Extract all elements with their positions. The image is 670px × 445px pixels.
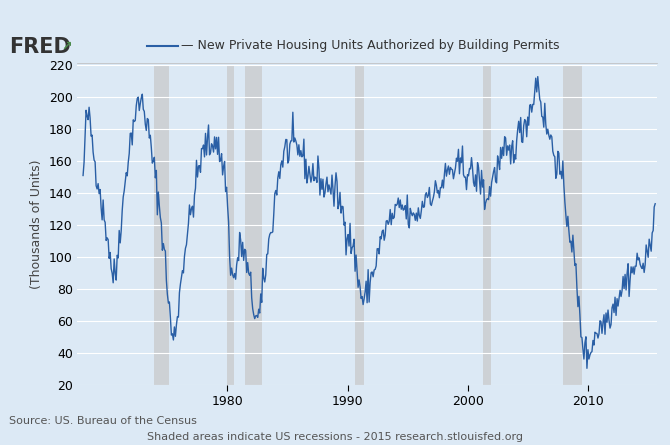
- Y-axis label: (Thousands of Units): (Thousands of Units): [30, 160, 44, 290]
- Bar: [354, 65, 364, 385]
- Text: Source: US. Bureau of the Census: Source: US. Bureau of the Census: [9, 416, 196, 425]
- Text: — New Private Housing Units Authorized by Building Permits: — New Private Housing Units Authorized b…: [181, 39, 559, 53]
- Text: ↗: ↗: [62, 39, 72, 53]
- Bar: [154, 65, 170, 385]
- Text: FRED: FRED: [9, 37, 70, 57]
- Bar: [563, 65, 582, 385]
- Bar: [483, 65, 491, 385]
- Bar: [245, 65, 263, 385]
- Bar: [227, 65, 234, 385]
- Text: Shaded areas indicate US recessions - 2015 research.stlouisfed.org: Shaded areas indicate US recessions - 20…: [147, 432, 523, 442]
